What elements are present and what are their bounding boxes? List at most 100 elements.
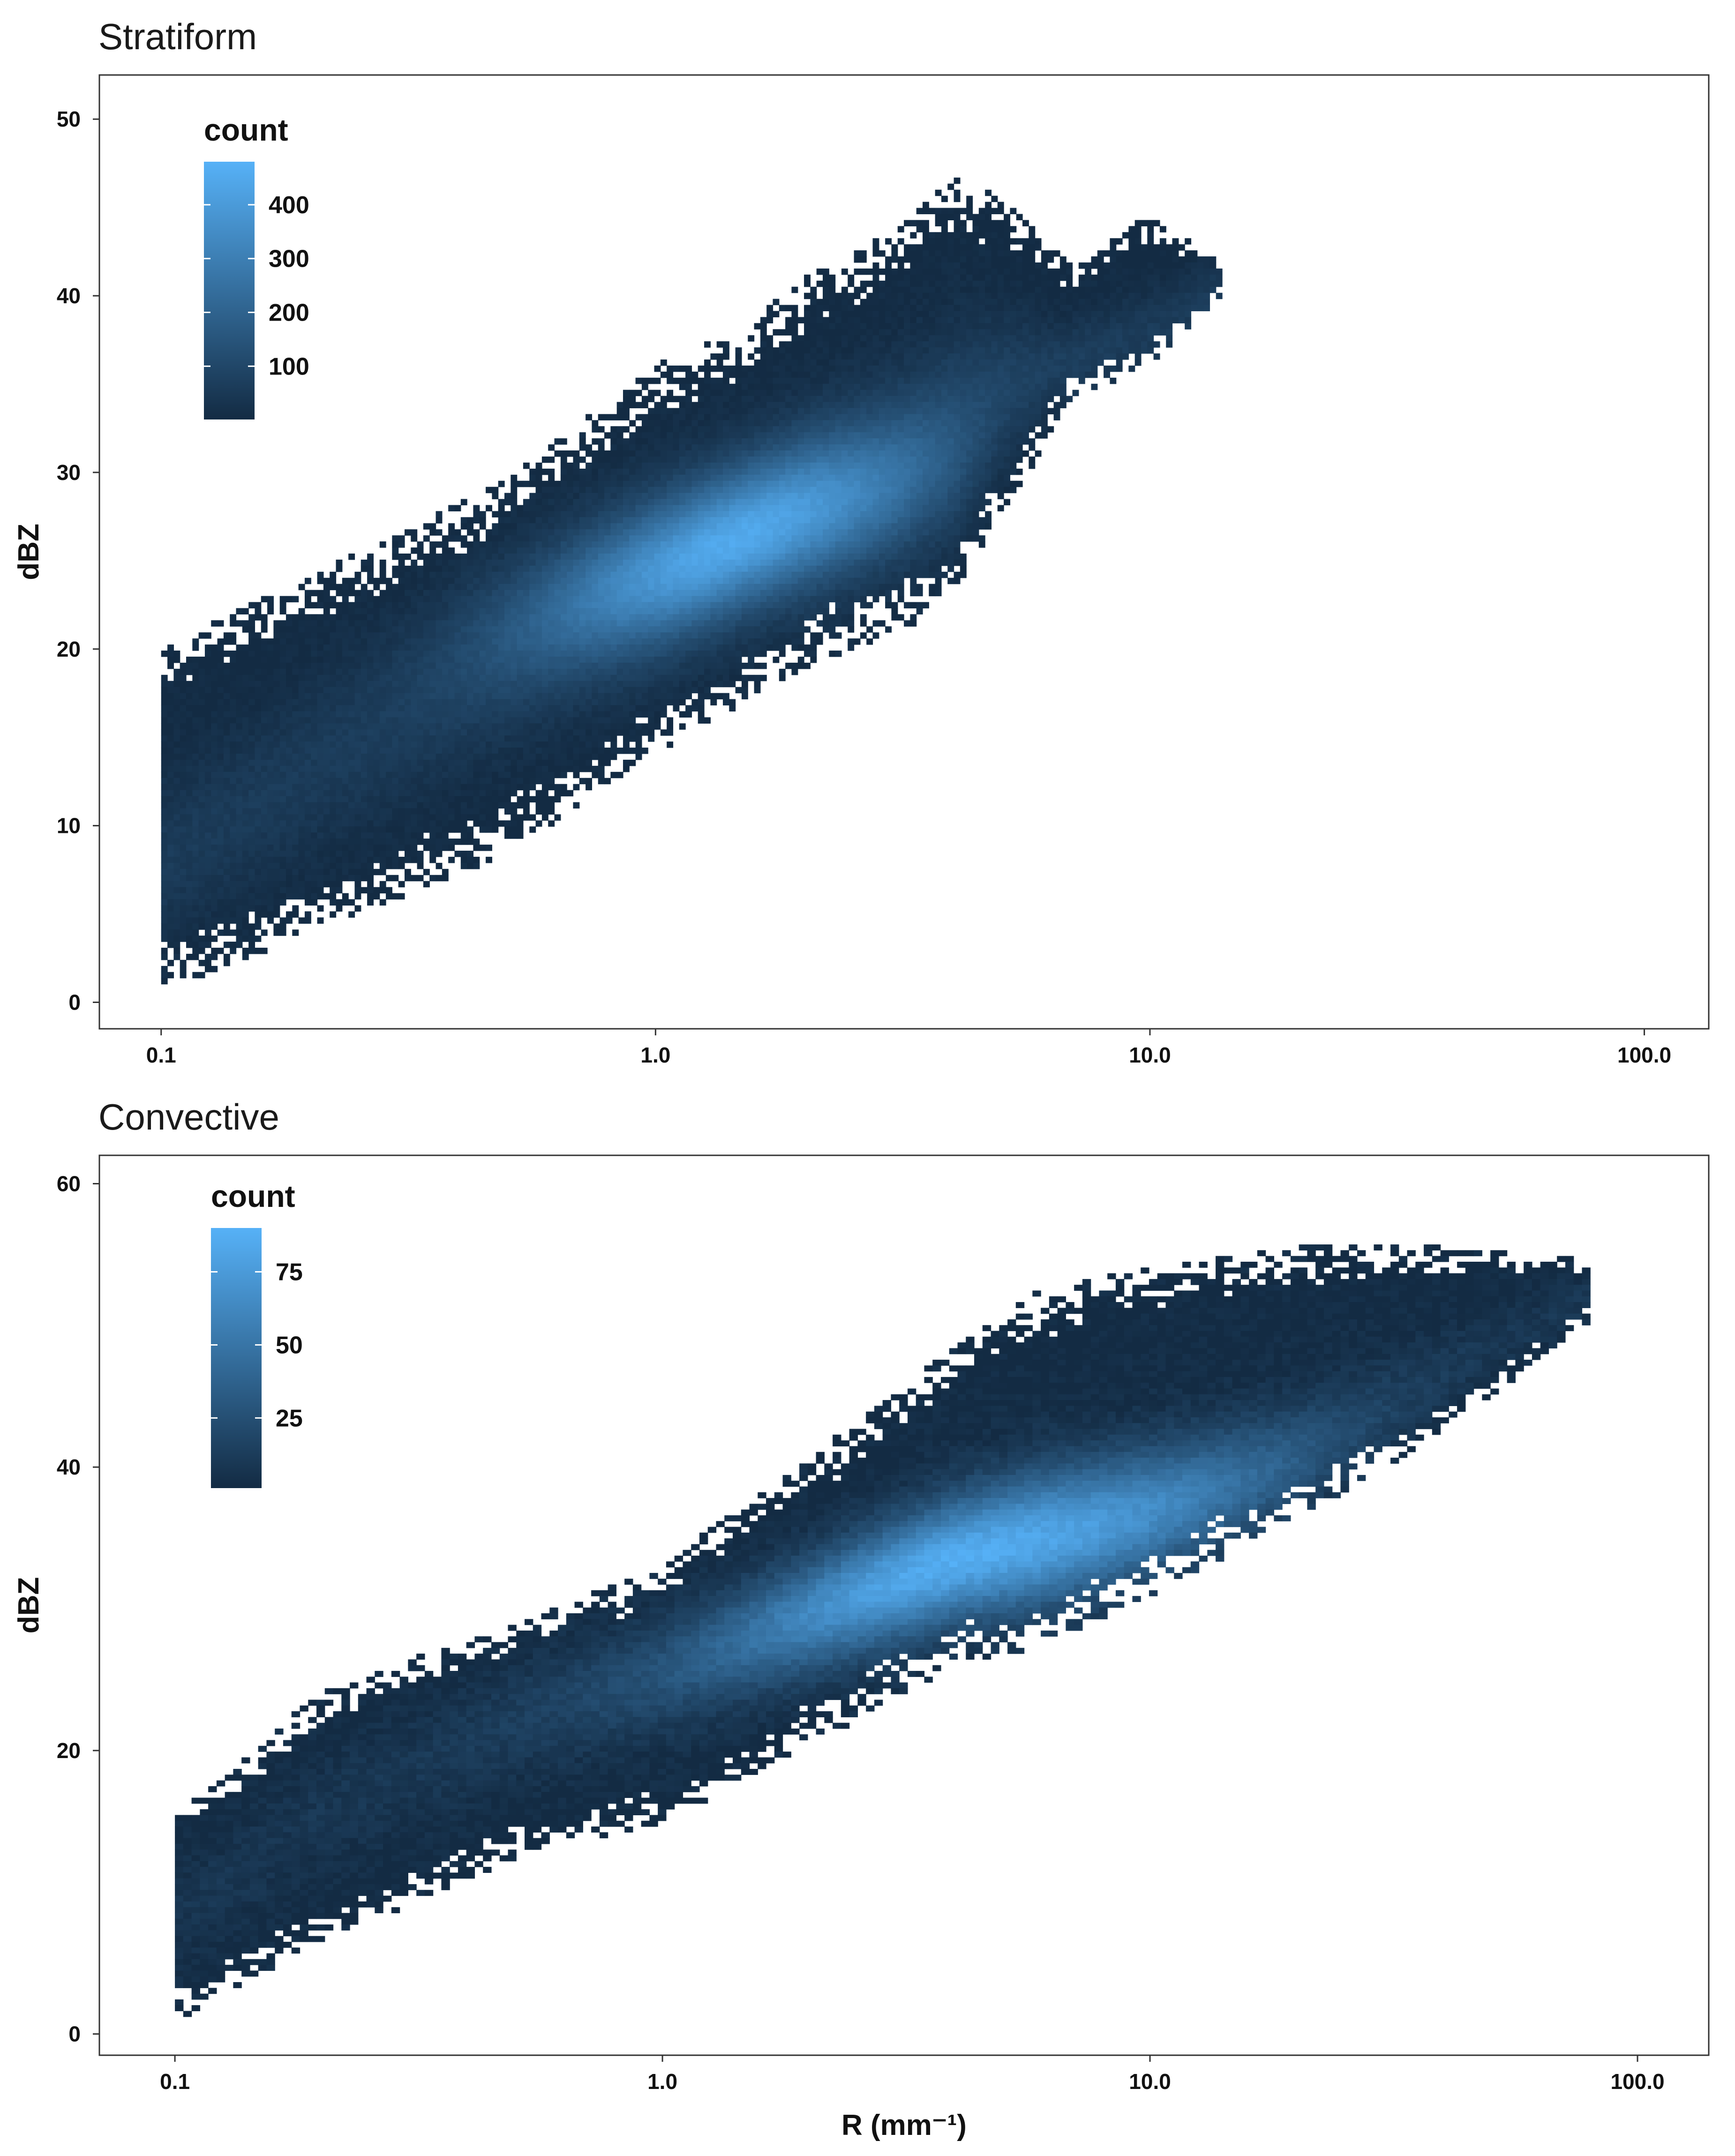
heatmap-cell bbox=[417, 875, 424, 882]
heatmap-cell bbox=[298, 802, 305, 809]
heatmap-cell bbox=[567, 596, 574, 603]
heatmap-cell bbox=[161, 936, 168, 942]
heatmap-cell bbox=[560, 717, 567, 724]
heatmap-cell bbox=[517, 620, 524, 627]
heatmap-cell bbox=[330, 602, 337, 609]
heatmap-cell bbox=[417, 554, 424, 560]
heatmap-cell bbox=[460, 759, 467, 766]
heatmap-cell bbox=[610, 468, 617, 475]
heatmap-cell bbox=[517, 802, 524, 809]
heatmap-cell bbox=[492, 559, 499, 566]
heatmap-cell bbox=[348, 554, 355, 560]
heatmap-cell bbox=[386, 656, 392, 663]
heatmap-cell bbox=[548, 554, 555, 560]
heatmap-cell bbox=[180, 845, 187, 851]
heatmap-cell bbox=[629, 608, 636, 614]
heatmap-cell bbox=[573, 644, 580, 651]
heatmap-cell bbox=[479, 554, 486, 560]
heatmap-cell bbox=[648, 517, 655, 524]
heatmap-cell bbox=[354, 705, 361, 712]
heatmap-cell bbox=[448, 796, 455, 803]
heatmap-cell bbox=[348, 814, 355, 821]
heatmap-cell bbox=[691, 523, 699, 530]
heatmap-cell bbox=[173, 705, 180, 712]
heatmap-cell bbox=[379, 802, 386, 809]
heatmap-cell bbox=[404, 577, 411, 584]
heatmap-cell bbox=[336, 856, 343, 863]
heatmap-cell bbox=[248, 929, 255, 936]
heatmap-cell bbox=[635, 414, 642, 420]
heatmap-cell bbox=[286, 862, 293, 869]
heatmap-cell bbox=[467, 862, 474, 869]
heatmap-cell bbox=[529, 765, 536, 772]
heatmap-cell bbox=[336, 759, 343, 766]
heatmap-cell bbox=[379, 559, 386, 566]
heatmap-cell bbox=[529, 626, 536, 633]
heatmap-cell bbox=[729, 414, 736, 420]
heatmap-cell bbox=[523, 608, 530, 614]
heatmap-cell bbox=[592, 468, 599, 475]
heatmap-cell bbox=[479, 790, 486, 797]
heatmap-cell bbox=[529, 517, 536, 524]
heatmap-cell bbox=[479, 541, 486, 548]
heatmap-cell bbox=[429, 529, 436, 536]
heatmap-cell bbox=[348, 784, 355, 791]
heatmap-cell bbox=[722, 414, 729, 420]
heatmap-cell bbox=[279, 681, 286, 688]
heatmap-cell bbox=[698, 668, 705, 675]
heatmap-cell bbox=[248, 711, 255, 718]
heatmap-cell bbox=[560, 559, 567, 566]
heatmap-cell bbox=[255, 644, 262, 651]
heatmap-cell bbox=[161, 735, 168, 742]
heatmap-cell bbox=[698, 414, 705, 420]
heatmap-cell bbox=[211, 687, 218, 694]
heatmap-cell bbox=[673, 584, 680, 591]
heatmap-cell bbox=[417, 632, 424, 639]
heatmap-cell bbox=[592, 608, 599, 614]
heatmap-cell bbox=[292, 711, 299, 718]
heatmap-cell bbox=[267, 717, 274, 724]
heatmap-cell bbox=[486, 771, 492, 779]
heatmap-cell bbox=[592, 699, 599, 706]
heatmap-cell bbox=[423, 608, 430, 614]
heatmap-cell bbox=[198, 948, 205, 954]
heatmap-cell bbox=[635, 590, 642, 597]
heatmap-cell bbox=[473, 723, 480, 730]
heatmap-cell bbox=[167, 862, 174, 869]
heatmap-cell bbox=[660, 505, 667, 512]
heatmap-cell bbox=[716, 554, 723, 560]
heatmap-cell bbox=[211, 723, 218, 730]
heatmap-cell bbox=[161, 845, 168, 851]
heatmap-cell bbox=[635, 529, 642, 536]
heatmap-cell bbox=[267, 748, 274, 754]
heatmap-cell bbox=[679, 554, 686, 560]
heatmap-cell bbox=[255, 893, 262, 900]
heatmap-cell bbox=[298, 868, 305, 876]
heatmap-cell bbox=[504, 596, 511, 603]
heatmap-cell bbox=[404, 741, 411, 748]
heatmap-cell bbox=[492, 662, 499, 669]
heatmap-cell bbox=[460, 778, 467, 785]
heatmap-cell bbox=[454, 687, 461, 694]
heatmap-cell bbox=[648, 420, 655, 427]
heatmap-cell bbox=[317, 699, 324, 706]
heatmap-cell bbox=[411, 711, 418, 718]
heatmap-cell bbox=[454, 577, 461, 584]
heatmap-cell bbox=[423, 790, 430, 797]
heatmap-cell bbox=[448, 735, 455, 742]
heatmap-cell bbox=[710, 383, 717, 390]
heatmap-cell bbox=[586, 450, 592, 457]
heatmap-cell bbox=[398, 656, 405, 663]
heatmap-cell bbox=[436, 644, 443, 651]
heatmap-cell bbox=[298, 838, 305, 845]
heatmap-cell bbox=[342, 790, 349, 797]
heatmap-cell bbox=[286, 778, 293, 785]
heatmap-cell bbox=[248, 845, 255, 851]
heatmap-cell bbox=[236, 693, 243, 700]
heatmap-cell bbox=[691, 632, 699, 639]
heatmap-cell bbox=[529, 602, 536, 609]
heatmap-cell bbox=[442, 632, 449, 639]
heatmap-cell bbox=[379, 602, 386, 609]
heatmap-cell bbox=[336, 820, 343, 827]
heatmap-cell bbox=[586, 474, 592, 481]
